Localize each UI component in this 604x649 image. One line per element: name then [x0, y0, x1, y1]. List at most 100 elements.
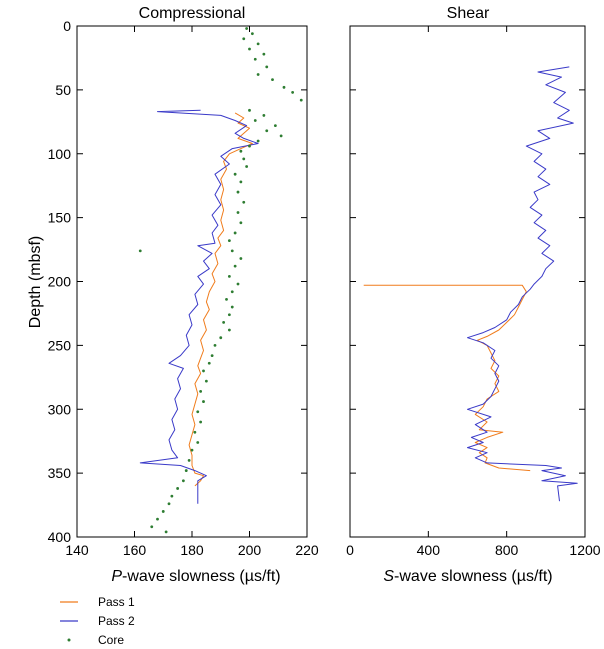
p-core-point — [242, 157, 246, 161]
p-core-point — [245, 165, 249, 168]
p-core-point — [265, 65, 269, 69]
p-core-point — [242, 37, 246, 41]
p-core-point — [239, 257, 243, 260]
p-core-point — [245, 27, 249, 30]
left-x-axis-title-rest: -wave slowness (µs/ft) — [122, 568, 281, 585]
p-core-point — [253, 57, 257, 61]
p-core-point — [193, 430, 197, 434]
p-core-point — [156, 517, 159, 521]
s-series-pass-1 — [363, 284, 531, 472]
p-core-point — [204, 379, 208, 383]
p-core-point — [202, 369, 205, 373]
p-core-point — [253, 119, 257, 122]
p-core-point — [233, 264, 237, 268]
left-panel-title: Compressional — [139, 5, 246, 22]
p-y-tick-label: 100 — [48, 146, 72, 162]
p-core-point — [248, 108, 251, 112]
p-y-tick-label: 300 — [48, 401, 72, 417]
p-core-point — [256, 42, 260, 46]
p-core-point — [236, 211, 240, 214]
p-y-tick-label: 400 — [48, 529, 72, 545]
right-panel: 0 400 800 1200 — [346, 25, 601, 558]
p-x-tick-label: 200 — [238, 542, 262, 558]
p-y-tick-label: 200 — [48, 274, 72, 290]
p-core-point — [181, 479, 185, 483]
p-core-point — [190, 448, 194, 452]
p-core-point — [248, 47, 251, 51]
p-core-point — [265, 129, 269, 133]
p-core-point — [282, 85, 286, 89]
left-x-axis-title-italic: P — [111, 568, 122, 585]
p-core-point — [225, 297, 228, 301]
p-core-point — [227, 274, 231, 278]
p-core-point — [233, 231, 237, 235]
p-core-point — [239, 180, 243, 184]
right-x-axis-title: S-wave slowness (µs/ft) — [383, 568, 552, 585]
p-core-point — [199, 420, 203, 424]
p-core-point — [230, 305, 234, 309]
p-core-point — [196, 441, 200, 444]
p-core-point — [167, 502, 171, 506]
p-core-point — [262, 52, 266, 56]
s-x-tick-label: 800 — [495, 542, 519, 558]
p-core-point — [230, 290, 234, 294]
p-core-point — [161, 510, 165, 513]
s-plot-frame — [349, 25, 586, 538]
p-x-tick-label: 160 — [123, 542, 147, 558]
s-x-tick-label: 0 — [346, 542, 354, 558]
p-core-point — [248, 144, 251, 148]
p-x-tick-label: 220 — [295, 542, 319, 558]
legend-item-core: Core — [67, 633, 124, 647]
p-core-point — [187, 458, 191, 462]
p-core-point — [199, 389, 203, 393]
p-core-point — [196, 410, 200, 414]
y-axis-title: Depth (mbsf) — [27, 236, 44, 328]
p-y-tick-label: 0 — [63, 18, 71, 34]
legend-item-pass-1: Pass 1 — [60, 595, 135, 609]
p-y-tick-label: 150 — [48, 210, 72, 226]
p-core-point — [299, 98, 303, 102]
p-x-tick-label: 140 — [65, 542, 89, 558]
legend-label-pass-2: Pass 2 — [98, 614, 135, 628]
p-y-tick-label: 350 — [48, 465, 72, 481]
right-x-axis-title-italic: S — [383, 568, 394, 585]
p-core-point — [227, 239, 231, 243]
p-core-point — [271, 78, 274, 82]
p-core-point — [236, 190, 240, 194]
s-x-tick-label: 400 — [417, 542, 441, 558]
p-core-point — [250, 32, 254, 36]
p-core-point — [164, 530, 168, 534]
p-core-point — [176, 487, 180, 490]
left-x-axis-title: P-wave slowness (µs/ft) — [111, 568, 280, 585]
legend-label-core: Core — [98, 633, 124, 647]
p-core-point — [170, 494, 174, 498]
p-core-point — [256, 73, 260, 76]
p-core-point — [236, 282, 240, 286]
p-series-core — [138, 27, 303, 534]
p-core-point — [233, 172, 237, 176]
p-core-point — [291, 91, 295, 94]
p-core-point — [262, 114, 266, 117]
p-core-point — [207, 361, 211, 365]
p-core-point — [202, 400, 205, 403]
p-core-point — [273, 124, 277, 128]
p-core-point — [239, 149, 243, 153]
p-core-point — [239, 221, 243, 225]
s-series-pass-2 — [467, 66, 578, 502]
p-core-point — [256, 139, 260, 143]
right-x-axis-title-rest: -wave slowness (µs/ft) — [394, 568, 553, 585]
p-core-point — [184, 469, 188, 472]
legend-item-pass-2: Pass 2 — [60, 614, 135, 628]
p-series-pass-1 — [188, 112, 253, 487]
right-panel-title: Shear — [447, 5, 490, 22]
legend: Pass 1 Pass 2 Core — [60, 595, 135, 647]
legend-swatch-core — [67, 638, 71, 642]
p-core-point — [242, 200, 246, 204]
p-y-tick-label: 50 — [55, 82, 71, 98]
p-core-point — [227, 313, 231, 317]
p-core-point — [138, 249, 142, 253]
left-panel: 140 160 180 200 220 0 50 100 150 200 250 300 350 400 — [48, 18, 319, 558]
p-core-point — [230, 249, 234, 253]
